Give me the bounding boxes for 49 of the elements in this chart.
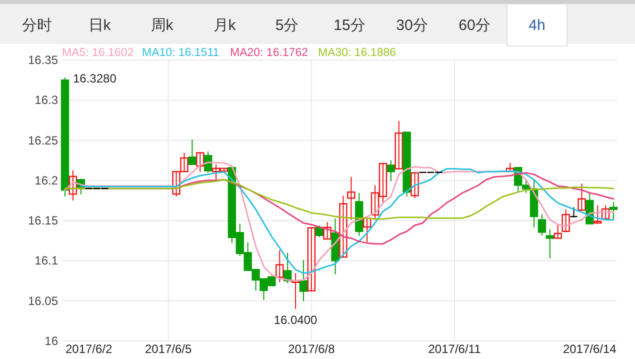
text: 周k	[150, 17, 174, 34]
text: MA10: 16.1511	[142, 47, 220, 59]
candlestick	[307, 227, 316, 292]
x-tick-label: 2017/6/5	[144, 342, 192, 356]
annotation: 16.3280	[73, 72, 117, 86]
x-tick-label: 2017/6/8	[288, 342, 336, 356]
candlestick	[362, 218, 372, 243]
y-tick-label: 16.2	[34, 173, 58, 188]
annotation: 16.0400	[274, 312, 318, 327]
text: 5分	[275, 17, 299, 34]
text: MA30: 16.1886	[318, 47, 396, 59]
candlestick	[386, 160, 396, 182]
text: 日k	[88, 17, 112, 34]
candlestick	[586, 192, 594, 224]
y-tick-label: 16.3	[34, 93, 58, 108]
candlestick	[291, 272, 300, 310]
candlestick	[601, 204, 610, 220]
text: 60分	[458, 17, 490, 34]
candlestick	[347, 176, 356, 220]
candlestick	[196, 152, 204, 172]
y-tick-label: 16.25	[28, 133, 58, 148]
x-tick-label: 2017/6/2	[65, 342, 113, 356]
text: 30分	[396, 17, 428, 34]
y-tick-label: 16	[44, 334, 58, 348]
y-tick-label: 16.35	[28, 53, 58, 67]
candlestick	[188, 138, 196, 165]
candlestick	[276, 250, 284, 283]
candlestick	[609, 202, 618, 220]
text: 15分	[334, 17, 366, 34]
candlestick	[339, 195, 348, 258]
text: MA20: 16.1762	[230, 47, 308, 59]
text: MA5: 16.1602	[62, 47, 134, 59]
x-tick-label: 2017/6/11	[428, 342, 482, 356]
y-tick-label: 16.05	[28, 294, 58, 308]
text: 分时	[22, 17, 52, 34]
candlestick	[546, 228, 554, 259]
candlestick	[394, 120, 403, 170]
y-tick-label: 16.1	[34, 254, 58, 268]
candlestick	[410, 172, 419, 199]
text: 4h	[528, 17, 546, 34]
candlestick	[578, 183, 586, 211]
x-tick-label: 2017/6/14	[562, 342, 617, 356]
candlestick	[299, 259, 308, 302]
y-tick-label: 16.15	[28, 214, 58, 228]
text: 月k	[213, 17, 236, 34]
candlestick	[538, 214, 546, 236]
candlestick	[323, 222, 332, 240]
candlestick	[68, 170, 78, 201]
candlestick	[594, 204, 602, 224]
